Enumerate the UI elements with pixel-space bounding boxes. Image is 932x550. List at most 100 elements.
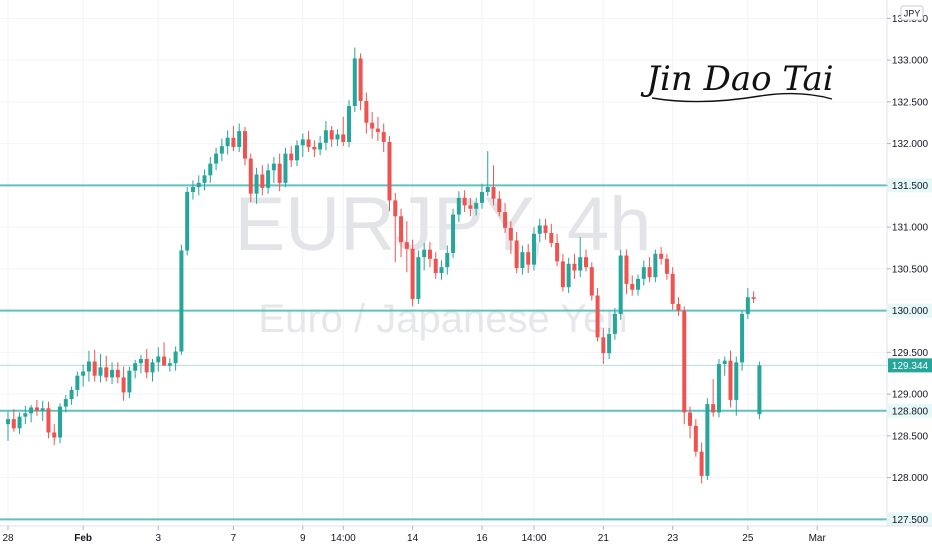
- currency-badge-label: JPY: [904, 9, 921, 19]
- candle-body-1: [11, 419, 16, 429]
- candle-16: [98, 354, 103, 383]
- y-tick-label-9: 133.000: [892, 56, 929, 67]
- candle-body-79: [462, 197, 467, 206]
- candle-78: [456, 191, 461, 223]
- signature: Jin Dao Tai: [640, 59, 834, 103]
- candle-body-54: [318, 142, 323, 150]
- currency-badge[interactable]: JPY: [900, 5, 924, 21]
- candle-body-91: [531, 233, 536, 265]
- candle-54: [318, 136, 323, 156]
- candle-65: [381, 123, 386, 152]
- candle-18: [110, 362, 115, 385]
- candle-body-31: [185, 192, 190, 251]
- candle-75: [439, 260, 444, 280]
- candle-121: [705, 398, 710, 481]
- time-axis-background: [0, 526, 932, 550]
- last-price-label: 129.344: [892, 361, 929, 372]
- candle-11: [69, 386, 74, 405]
- candle-body-2: [17, 416, 22, 429]
- candle-body-105: [612, 313, 617, 334]
- x-tick-label-4: 9: [300, 533, 306, 544]
- candle-body-48: [283, 153, 288, 183]
- candle-body-7: [46, 408, 51, 433]
- candle-126: [734, 356, 739, 416]
- candle-13: [81, 364, 86, 387]
- candle-body-115: [670, 273, 675, 304]
- candle-61: [358, 53, 363, 111]
- candle-37: [219, 138, 224, 162]
- candle-body-120: [699, 451, 704, 476]
- candle-body-82: [479, 192, 484, 203]
- y-tick-label-8: 132.500: [892, 97, 929, 108]
- candle-94: [549, 223, 554, 248]
- candle-body-122: [711, 404, 716, 413]
- candle-64: [375, 116, 380, 142]
- candle-body-127: [740, 313, 745, 363]
- x-tick-label-0: 28: [2, 533, 14, 544]
- candle-body-36: [214, 153, 219, 164]
- candle-body-28: [167, 363, 172, 366]
- candle-51: [300, 133, 305, 157]
- candle-body-57: [335, 134, 340, 140]
- candle-body-60: [352, 58, 357, 107]
- candle-91: [531, 227, 536, 271]
- candle-body-94: [549, 232, 554, 243]
- candle-body-111: [647, 267, 652, 278]
- candle-body-89: [520, 252, 525, 269]
- candle-30: [179, 244, 184, 355]
- candle-99: [578, 237, 583, 278]
- x-tick-label-8: 14:00: [521, 533, 546, 544]
- time-axis-ticks: 28 Feb 3 7 9 14:00 14 16 14:00 21 23 25 Mar: [2, 526, 826, 544]
- candle-124: [722, 356, 727, 376]
- candle-59: [347, 100, 352, 147]
- candles: [6, 47, 762, 484]
- candle-body-38: [225, 137, 230, 147]
- candle-body-80: [468, 205, 473, 209]
- y-tick-label-2: 129.000: [892, 390, 929, 401]
- price-axis: 128.000 128.500 129.000 129.500 130.500 131.0…: [886, 0, 932, 527]
- candle-body-55: [323, 130, 328, 143]
- candle-93: [543, 218, 548, 240]
- candle-105: [612, 308, 617, 340]
- candle-125: [728, 350, 733, 408]
- candle-body-110: [641, 267, 646, 279]
- candle-body-95: [555, 242, 560, 262]
- candle-body-41: [242, 131, 247, 159]
- candle-body-58: [341, 134, 346, 142]
- candle-body-5: [34, 407, 39, 411]
- candle-0: [6, 411, 10, 441]
- candle-8: [52, 424, 57, 446]
- level-label-0: 131.500: [892, 181, 929, 192]
- candle-115: [670, 267, 675, 310]
- candle-95: [555, 233, 560, 267]
- candle-body-100: [584, 257, 588, 268]
- candle-body-43: [254, 174, 259, 194]
- x-tick-label-9: 21: [598, 533, 610, 544]
- signature-underline: [651, 92, 833, 103]
- candle-body-40: [237, 131, 242, 147]
- candle-70: [410, 239, 415, 307]
- x-tick-label-7: 16: [476, 533, 488, 544]
- candle-85: [497, 191, 502, 217]
- x-tick-label-2: 3: [155, 533, 161, 544]
- candle-35: [208, 156, 213, 183]
- candle-6: [40, 400, 45, 421]
- level-label-3: 127.500: [892, 515, 929, 526]
- y-tick-label-4: 130.500: [892, 264, 929, 275]
- candle-body-52: [306, 139, 311, 147]
- candle-body-87: [508, 227, 513, 241]
- time-axis: 28 Feb 3 7 9 14:00 14 16 14:00 21 23 25 Mar: [0, 525, 932, 550]
- candle-body-51: [300, 139, 305, 146]
- x-tick-label-5: 14:00: [331, 533, 356, 544]
- candle-body-18: [110, 369, 115, 378]
- candle-body-112: [653, 253, 658, 278]
- level-label-bg-0: [888, 178, 932, 193]
- candle-92: [537, 218, 542, 243]
- candle-74: [433, 252, 438, 279]
- candle-104: [607, 328, 612, 360]
- candle-body-9: [58, 406, 63, 438]
- candle-body-125: [728, 360, 733, 400]
- candle-32: [190, 180, 195, 200]
